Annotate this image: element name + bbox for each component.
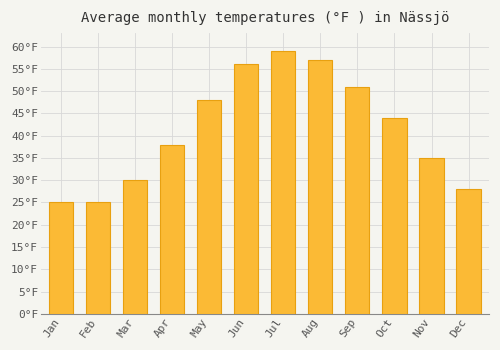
Title: Average monthly temperatures (°F ) in Nässjö: Average monthly temperatures (°F ) in Nä… [80, 11, 449, 25]
Bar [234, 64, 258, 314]
Bar [382, 118, 406, 314]
Bar [86, 202, 110, 314]
Bar [420, 158, 444, 314]
Bar [456, 189, 480, 314]
Bar [346, 87, 370, 314]
Bar [49, 202, 74, 314]
Bar [308, 60, 332, 314]
Bar [160, 145, 184, 314]
Bar [124, 180, 148, 314]
Bar [198, 100, 222, 314]
Bar [272, 51, 295, 314]
